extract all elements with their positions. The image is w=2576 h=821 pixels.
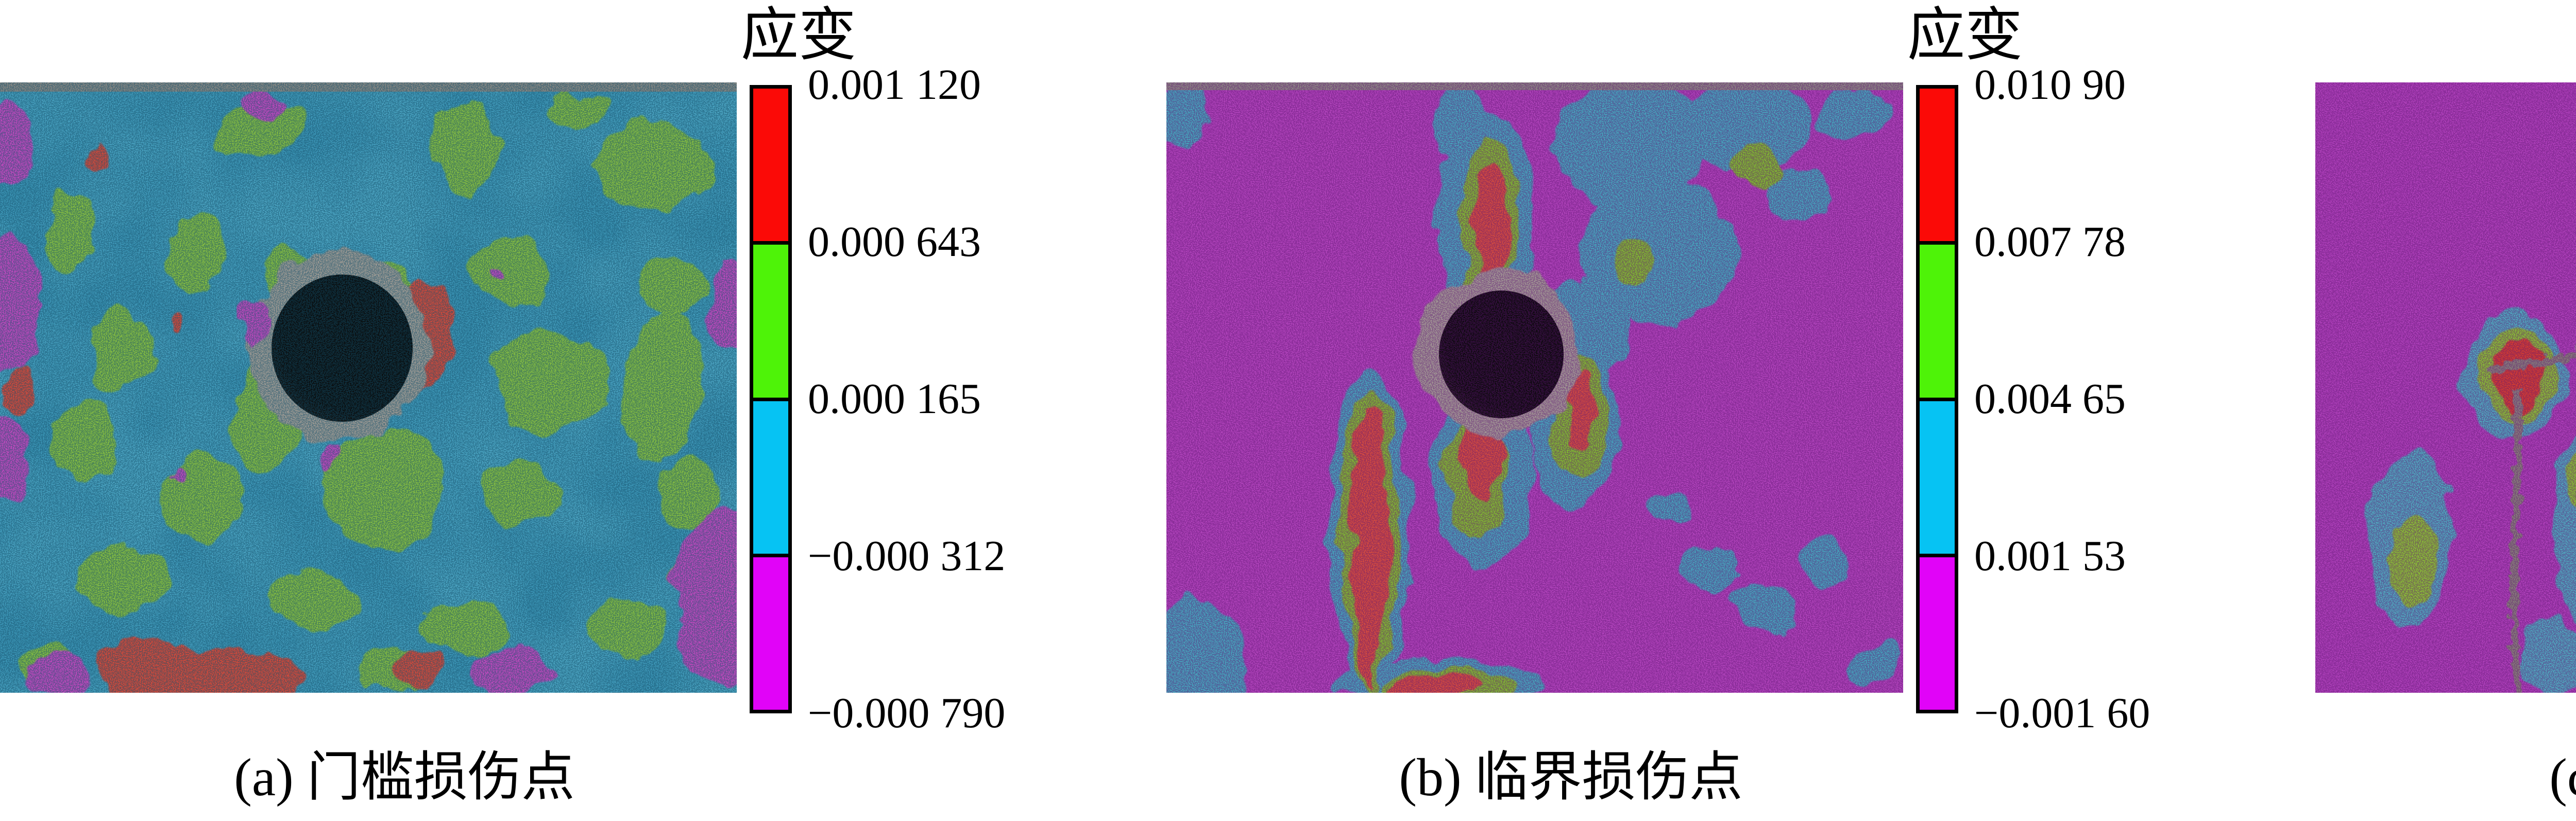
colorbar-segment-magenta — [753, 557, 788, 710]
panel-a: 应变 0.001 120 0.000 643 0.000 165 −0.000 … — [0, 0, 1166, 821]
panel-caption: (b) 临界损伤点 — [1399, 748, 1743, 807]
colorbar-tick-label: −0.001 60 — [1974, 689, 2150, 737]
panel-c: 应变 0.032 6 0.023 2 0.013 8 0.004 4 −0.00… — [2315, 0, 2576, 821]
colorbar-tick-label: 0.001 53 — [1974, 532, 2126, 580]
colorbar-segment-red — [753, 89, 788, 245]
colorbar-tick-label: 0.004 65 — [1974, 375, 2126, 423]
colorbar-tick-label: −0.000 312 — [808, 532, 1006, 580]
colorbar-segment-cyan — [753, 401, 788, 557]
strain-map-b — [1166, 82, 1903, 693]
colorbar-tick-label: −0.000 790 — [808, 689, 1006, 737]
colorbar — [1916, 85, 1958, 713]
colorbar-tick-label: 0.010 90 — [1974, 61, 2126, 109]
colorbar-segment-cyan — [1920, 401, 1955, 557]
colorbar-title: 应变 — [741, 4, 856, 67]
colorbar-segment-green — [753, 245, 788, 401]
strain-map-a — [0, 82, 737, 693]
colorbar-segment-red — [1920, 89, 1955, 245]
colorbar-tick-label: 0.000 165 — [808, 375, 981, 423]
colorbar-tick-label: 0.007 78 — [1974, 218, 2126, 266]
panel-caption: (c) 残余强度点 — [2549, 748, 2576, 807]
panel-b: 应变 0.010 90 0.007 78 0.004 65 0.001 53 −… — [1166, 0, 2315, 821]
strain-map-c — [2315, 82, 2576, 693]
colorbar-title: 应变 — [1907, 4, 2023, 67]
colorbar-segment-magenta — [1920, 557, 1955, 710]
colorbar — [750, 85, 792, 713]
colorbar-tick-label: 0.001 120 — [808, 61, 981, 109]
colorbar-segment-green — [1920, 245, 1955, 401]
colorbar-tick-label: 0.000 643 — [808, 218, 981, 266]
panel-caption: (a) 门槛损伤点 — [234, 748, 575, 807]
